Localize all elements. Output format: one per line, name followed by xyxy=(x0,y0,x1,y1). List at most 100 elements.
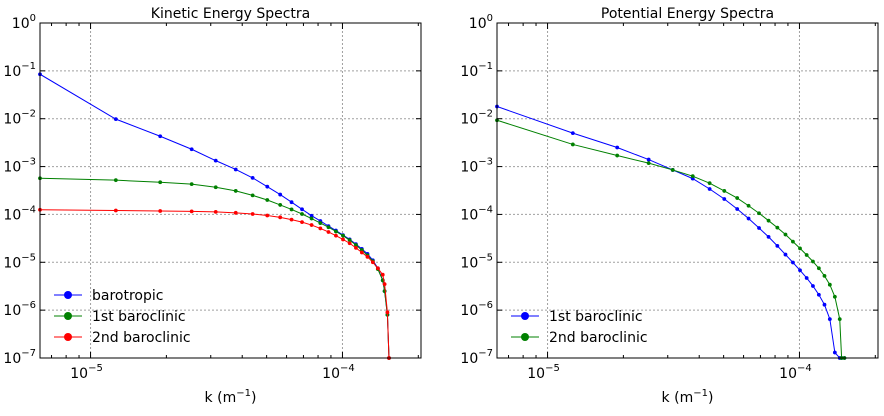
y-tick-label: 10−7 xyxy=(3,348,36,367)
data-point xyxy=(233,210,238,215)
data-point xyxy=(722,197,727,201)
data-point xyxy=(670,168,675,172)
data-point xyxy=(827,317,832,321)
data-point xyxy=(300,207,304,212)
data-point xyxy=(354,245,358,250)
x-tick-label: 10−5 xyxy=(527,363,560,382)
plot-area xyxy=(40,23,421,358)
data-point xyxy=(233,189,238,193)
x-tick-label: 10−4 xyxy=(322,363,355,382)
data-point xyxy=(278,192,283,197)
data-point xyxy=(722,189,727,193)
data-point xyxy=(326,230,331,234)
data-point xyxy=(334,229,338,234)
y-tick-label: 100 xyxy=(12,13,36,32)
data-point xyxy=(707,181,712,186)
x-axis-label: k (m−1) xyxy=(205,388,257,406)
data-point xyxy=(113,208,118,213)
data-point xyxy=(341,233,345,238)
data-point xyxy=(158,134,163,139)
data-point xyxy=(265,198,270,202)
y-tick-label: 10−2 xyxy=(460,109,493,128)
data-point xyxy=(326,225,331,230)
data-point xyxy=(757,211,761,216)
data-point xyxy=(309,213,314,218)
legend-marker xyxy=(64,312,72,320)
data-point xyxy=(278,215,283,220)
y-tick-label: 10−4 xyxy=(460,204,493,223)
y-tick-label: 10−3 xyxy=(3,157,36,176)
data-point xyxy=(250,175,255,180)
x-tick-label: 10−4 xyxy=(779,363,812,382)
data-point xyxy=(615,145,620,150)
data-point xyxy=(735,207,740,211)
data-point xyxy=(158,180,163,185)
legend-marker xyxy=(521,333,529,341)
data-point xyxy=(570,131,575,136)
data-point xyxy=(347,238,352,243)
chart-panel-1: 100 10−1 10−2 10−3 10−4 10−5 10−6 10−7 10−5 10−4 K… xyxy=(3,6,422,406)
legend-label: 1st baroclinic xyxy=(549,309,643,325)
data-point xyxy=(289,207,294,212)
data-point xyxy=(213,158,218,163)
data-point xyxy=(735,196,740,200)
legend: 1st baroclinic 2nd baroclinic xyxy=(511,309,648,346)
data-point xyxy=(746,216,751,221)
data-point xyxy=(775,243,780,248)
data-point xyxy=(189,147,194,152)
data-point xyxy=(783,232,788,237)
legend-marker xyxy=(64,333,72,341)
data-point xyxy=(300,220,304,225)
data-point xyxy=(265,184,270,189)
legend-label: 2nd baroclinic xyxy=(92,330,191,346)
data-point xyxy=(822,302,827,307)
y-tick-label: 10−5 xyxy=(460,252,493,271)
data-point xyxy=(385,310,390,315)
data-point xyxy=(265,213,270,218)
axes-frame xyxy=(39,22,422,359)
data-point xyxy=(289,217,294,222)
legend: barotropic 1st baroclinic 2nd baroclinic xyxy=(54,288,191,346)
data-point xyxy=(811,259,815,264)
data-point xyxy=(832,294,837,299)
data-point xyxy=(832,350,837,355)
data-point xyxy=(382,289,387,293)
data-point xyxy=(359,250,364,255)
data-point xyxy=(318,226,323,231)
data-point xyxy=(380,272,385,277)
data-point xyxy=(365,254,370,259)
data-point xyxy=(690,174,695,179)
series-2nd-baroclinic xyxy=(38,207,391,360)
legend-label: barotropic xyxy=(92,288,163,304)
data-point xyxy=(816,266,821,271)
data-point xyxy=(798,246,802,251)
x-tick-label: 10−5 xyxy=(70,363,103,382)
data-point xyxy=(816,292,821,297)
data-point xyxy=(250,212,255,216)
data-point xyxy=(347,241,352,246)
data-point xyxy=(707,187,712,191)
chart-panel-2: 100 10−1 10−2 10−3 10−4 10−5 10−6 10−7 10−5 10−4 P… xyxy=(460,6,879,406)
data-point xyxy=(213,185,218,190)
legend-marker xyxy=(521,312,529,320)
y-tick-label: 10−4 xyxy=(3,204,36,223)
y-tick-label: 10−6 xyxy=(460,300,493,319)
data-point xyxy=(382,282,387,287)
data-point xyxy=(791,260,795,265)
y-tick-label: 10−7 xyxy=(460,348,493,367)
plot-area xyxy=(497,23,878,358)
y-tick-label: 10−6 xyxy=(3,300,36,319)
data-point xyxy=(300,212,304,216)
chart-title: Potential Energy Spectra xyxy=(601,6,774,22)
data-point xyxy=(213,209,218,214)
data-point xyxy=(757,226,761,230)
data-point xyxy=(766,234,771,239)
data-point xyxy=(804,276,809,280)
data-point xyxy=(158,209,163,213)
data-point xyxy=(822,273,827,278)
data-point xyxy=(375,266,380,271)
y-tick-label: 10−1 xyxy=(460,61,493,80)
data-point xyxy=(113,117,118,122)
data-point xyxy=(250,193,255,198)
